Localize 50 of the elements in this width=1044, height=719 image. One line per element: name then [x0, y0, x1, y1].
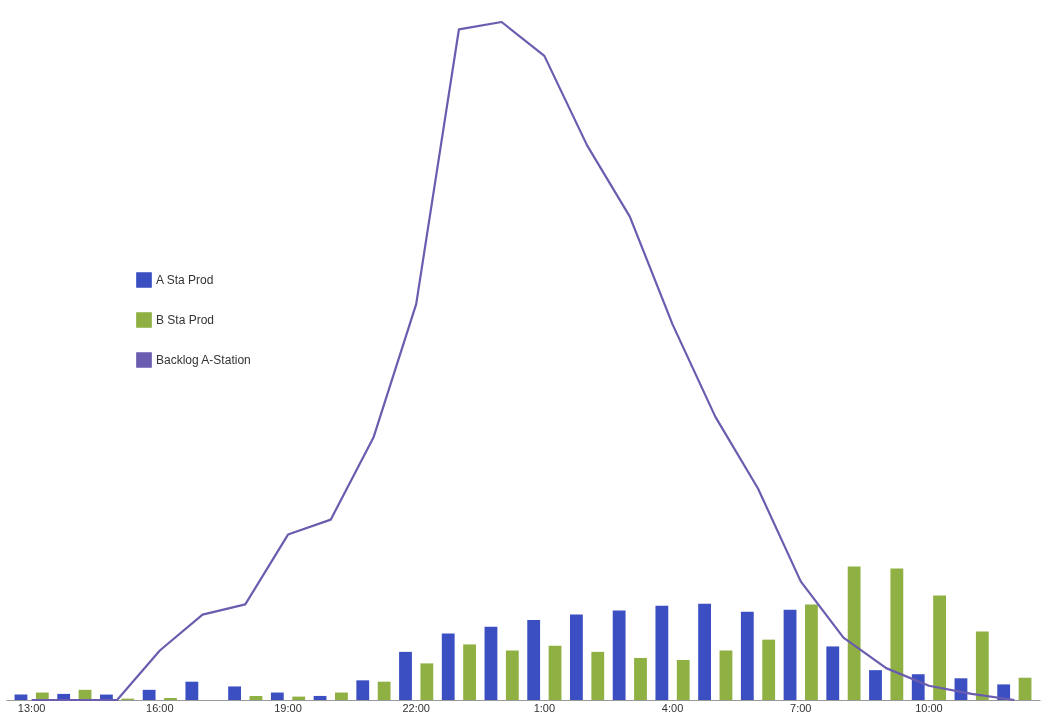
bar	[420, 663, 434, 700]
bar	[869, 670, 882, 700]
bar	[548, 645, 562, 700]
bar	[805, 604, 818, 700]
bar	[313, 695, 327, 700]
bar	[612, 610, 626, 700]
legend-label: Backlog A-Station	[156, 353, 251, 367]
x-tick-label: 13:00	[17, 701, 46, 714]
bar	[270, 692, 284, 700]
bar	[164, 697, 177, 700]
bar	[890, 568, 904, 700]
bar	[185, 681, 199, 700]
bar	[911, 674, 925, 700]
bar	[463, 644, 476, 700]
x-tick-label: 10:00	[915, 701, 943, 714]
bar	[570, 614, 583, 700]
bar	[1018, 677, 1032, 700]
x-tick-label: 1:00	[533, 701, 556, 714]
bar	[740, 611, 754, 700]
bar	[527, 620, 541, 700]
bar	[634, 657, 647, 700]
bar	[847, 566, 861, 700]
x-tick-label: 7:00	[790, 701, 812, 714]
bar	[484, 626, 498, 700]
x-tick-label: 4:00	[661, 701, 684, 714]
bar	[249, 695, 263, 700]
x-tick-label: 19:00	[274, 701, 302, 714]
bar	[356, 680, 370, 700]
bar	[228, 686, 241, 700]
bar	[399, 651, 412, 700]
bar	[698, 603, 711, 700]
bar	[505, 650, 519, 700]
bar	[377, 681, 391, 700]
legend-label: A Sta Prod	[156, 273, 214, 287]
bar	[676, 660, 690, 700]
bar	[975, 631, 989, 700]
bar	[762, 639, 776, 700]
legend-label: B Sta Prod	[156, 313, 215, 327]
bar	[655, 605, 669, 700]
bar	[933, 595, 946, 700]
bar	[292, 696, 306, 700]
bar	[335, 692, 348, 700]
x-tick-label: 16:00	[146, 701, 174, 714]
bar	[591, 651, 605, 700]
bar	[783, 609, 797, 700]
x-tick-label: 22:00	[402, 701, 430, 714]
bar	[142, 689, 156, 700]
bar	[719, 650, 733, 700]
bar	[441, 633, 455, 700]
bar	[826, 646, 840, 700]
